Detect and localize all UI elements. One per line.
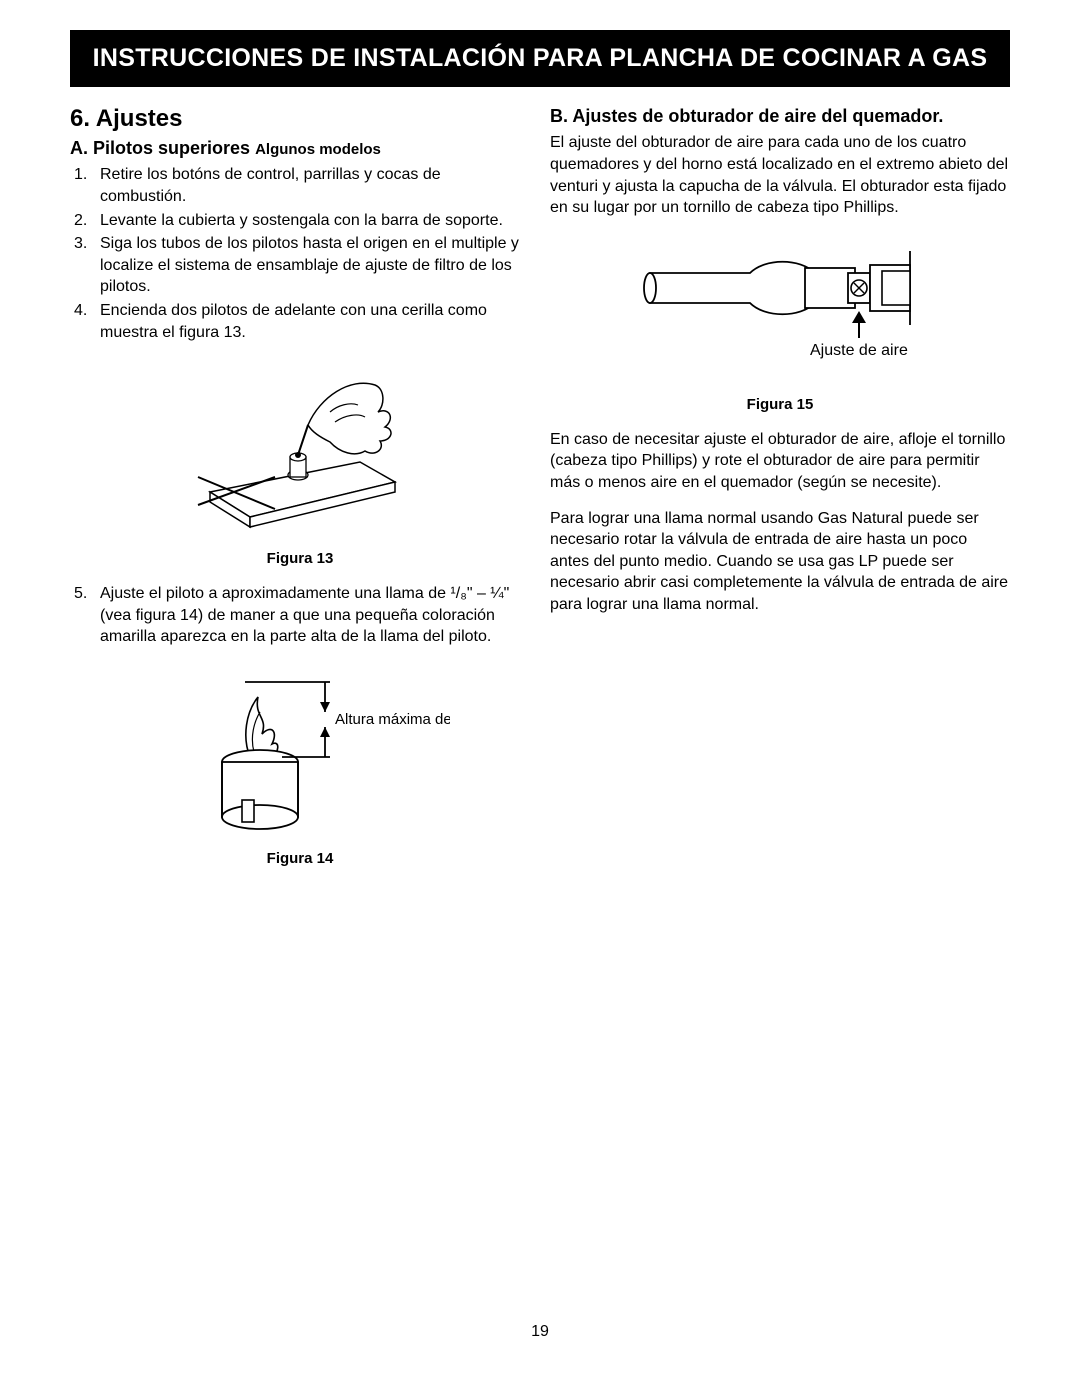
figure-15: Ajuste de aire Figura 15	[550, 243, 1010, 413]
figure-13-illustration	[180, 357, 420, 537]
page-banner: INSTRUCCIONES DE INSTALACIÓN PARA PLANCH…	[70, 30, 1010, 87]
subsection-a-heading: A. Pilotos superiores Algunos modelos	[70, 137, 530, 160]
figure-13: Figura 13	[70, 357, 530, 567]
instruction-list-cont: Ajuste el piloto a aproximadamente una l…	[70, 583, 530, 648]
figure-15-annotation-svg: Ajuste de aire	[810, 342, 908, 359]
figure-14-label: Figura 14	[70, 850, 530, 867]
list-item: Levante la cubierta y sostengala con la …	[100, 210, 530, 232]
right-column: B. Ajustes de obturador de aire del quem…	[550, 105, 1010, 883]
list-item: Encienda dos pilotos de adelante con una…	[100, 300, 530, 343]
figure-14-annotation-svg: Altura máxima de ¼"	[335, 711, 450, 728]
subsection-b-heading: B. Ajustes de obturador de aire del quem…	[550, 105, 1010, 128]
paragraph: El ajuste del obturador de aire para cad…	[550, 132, 1010, 218]
page-number: 19	[70, 1323, 1010, 1341]
list-item: Siga los tubos de los pilotos hasta el o…	[100, 233, 530, 298]
list-item: Ajuste el piloto a aproximadamente una l…	[100, 583, 530, 648]
left-column: 6. Ajustes A. Pilotos superiores Algunos…	[70, 105, 530, 883]
section-heading: 6. Ajustes	[70, 105, 530, 133]
figure-15-label: Figura 15	[550, 396, 1010, 413]
figure-13-label: Figura 13	[70, 550, 530, 567]
figure-14: Altura máxima de ¼" Figura 14	[70, 662, 530, 867]
paragraph: Para lograr una llama normal usando Gas …	[550, 508, 1010, 616]
instruction-list: Retire los botóns de control, parrillas …	[70, 164, 530, 343]
figure-15-illustration: Ajuste de aire	[630, 243, 930, 383]
list-item: Retire los botóns de control, parrillas …	[100, 164, 530, 207]
paragraph: En caso de necesitar ajuste el obturador…	[550, 429, 1010, 494]
figure-14-illustration: Altura máxima de ¼"	[150, 662, 450, 837]
